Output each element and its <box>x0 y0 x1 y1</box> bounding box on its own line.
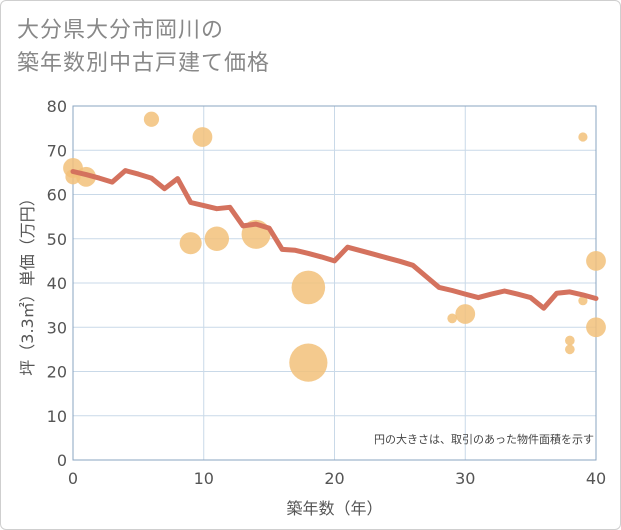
y-tick-label: 0 <box>57 451 67 470</box>
bubble-point <box>447 313 458 324</box>
bubble-series <box>63 111 606 382</box>
bubble-point <box>586 250 606 271</box>
y-tick-label: 20 <box>47 363 67 382</box>
x-tick-label: 40 <box>586 469 606 488</box>
x-axis-title: 築年数（年） <box>286 499 382 518</box>
x-tick-label: 30 <box>455 469 475 488</box>
bubble-point <box>289 343 328 382</box>
bubble-point <box>204 226 230 251</box>
chart-title-line-2: 築年数別中古戸建て価格 <box>17 51 271 76</box>
y-tick-label: 40 <box>47 274 67 293</box>
bubble-point <box>179 232 202 255</box>
x-tick-label: 0 <box>68 469 78 488</box>
bubble-point <box>565 335 575 346</box>
y-tick-label: 80 <box>47 97 67 116</box>
chart-title: 大分県大分市岡川の 築年数別中古戸建て価格 <box>17 14 270 80</box>
x-axis-ticks: 0 10 20 30 40 <box>68 469 606 488</box>
x-tick-label: 10 <box>194 469 214 488</box>
bubble-point <box>578 296 588 306</box>
y-tick-label: 60 <box>47 186 67 205</box>
bubble-size-note: 円の大きさは、取引のあった物件面積を示す <box>374 432 594 446</box>
bubble-point <box>291 270 326 305</box>
grid-lines <box>73 106 596 460</box>
bubble-point <box>586 317 606 338</box>
plot-border <box>72 105 597 461</box>
y-axis-ticks: 0 10 20 30 40 50 60 70 80 <box>47 97 67 470</box>
y-tick-label: 50 <box>47 230 67 249</box>
y-axis-title: 坪（3.3㎡）単価（万円） <box>18 190 37 375</box>
x-tick-label: 20 <box>324 469 344 488</box>
bubble-point <box>565 344 575 355</box>
y-tick-label: 10 <box>47 407 67 426</box>
bubble-point <box>578 132 588 142</box>
y-tick-label: 70 <box>47 141 67 160</box>
bubble-point <box>455 304 476 324</box>
y-tick-label: 30 <box>47 318 67 337</box>
chart-title-line-1: 大分県大分市岡川の <box>17 18 225 43</box>
bubble-point <box>192 127 213 147</box>
bubble-point <box>143 111 160 127</box>
average-price-line <box>70 168 599 311</box>
